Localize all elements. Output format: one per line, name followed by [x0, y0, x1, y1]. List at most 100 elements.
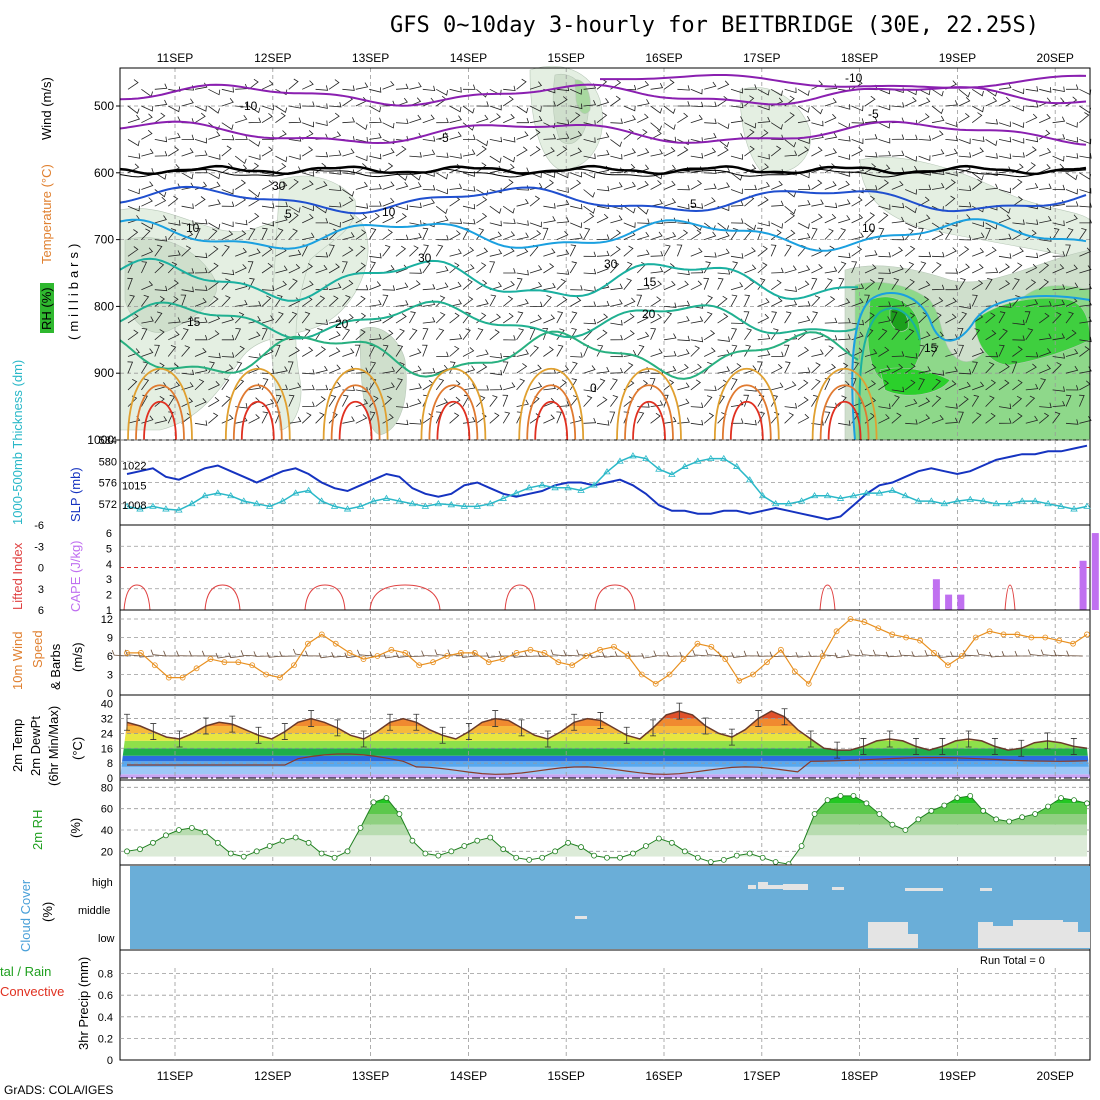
wind-barb [127, 246, 139, 257]
wind-barb [663, 180, 676, 190]
wind-barb [154, 215, 167, 224]
wind-barb [1025, 113, 1038, 124]
wind-barb [221, 378, 230, 391]
minmax-bar [781, 708, 788, 726]
wind-barb [516, 328, 525, 341]
wind-barb [154, 112, 166, 124]
wind-barb [1052, 411, 1061, 424]
wind-barb [985, 153, 998, 159]
wind-barb [918, 331, 931, 341]
wind-barb [194, 347, 207, 357]
wind-barb [181, 397, 194, 407]
wind-barb [838, 180, 850, 190]
wind-barb [208, 105, 220, 114]
wind-barb [690, 88, 703, 95]
wind-barb [650, 266, 664, 274]
top-date-label: 19SEP [939, 51, 976, 65]
wind-barb [208, 352, 221, 359]
wind-barb [234, 328, 242, 340]
wind-barb [395, 362, 405, 374]
wind-barb [1052, 220, 1065, 227]
wind-barb [583, 386, 596, 393]
wind-barb [717, 182, 730, 190]
thickness-line-point [1083, 502, 1091, 509]
minmax-bar [913, 738, 920, 755]
wind-barb [703, 412, 715, 424]
wind-barb [516, 220, 529, 226]
wind-barb [931, 230, 944, 240]
wind-barb [958, 246, 970, 257]
wind-barb [275, 228, 284, 240]
wind-barb [878, 379, 889, 391]
wind-barb [784, 381, 797, 391]
wind-barb [435, 328, 445, 341]
surface-barb [924, 649, 941, 657]
rh-line-point [811, 811, 818, 817]
surface-contour [819, 384, 870, 441]
rh-line-point [746, 850, 753, 857]
wind-barb [771, 297, 783, 307]
wind-barb [596, 420, 610, 426]
dewpoint-line [127, 753, 1088, 775]
wind-barb [462, 218, 476, 225]
wind-barb [556, 401, 570, 407]
wind-speed-point [1070, 640, 1076, 647]
wind-barb [181, 286, 194, 293]
wind-barb [596, 396, 608, 407]
wind-barb [194, 398, 207, 407]
rh-line-point [253, 848, 260, 855]
surface-barb [318, 652, 335, 659]
contour-label: 10 [186, 221, 200, 235]
wind-barb [811, 420, 824, 426]
rh-line-point [331, 854, 338, 861]
wind-barb [998, 263, 1010, 274]
surface-contour [436, 400, 471, 441]
wind-barb [235, 264, 247, 274]
surface-contour [713, 367, 780, 441]
wind-barb [154, 262, 165, 274]
wind-barb [476, 162, 487, 174]
rh-line-point [344, 848, 351, 855]
wind-barb [194, 218, 208, 225]
wind-barb [1038, 312, 1050, 324]
top-date-label: 15SEP [548, 51, 585, 65]
surface-barb [150, 649, 167, 657]
wind-barb [1039, 164, 1051, 174]
surface-contour [240, 400, 275, 441]
wind-barb [141, 222, 154, 230]
wind-barb [757, 104, 770, 111]
wind-speed-point [694, 640, 701, 647]
wind-barb [315, 205, 328, 214]
wind-barb [945, 313, 957, 324]
top-date-label: 17SEP [743, 51, 780, 65]
wind-barb [141, 261, 148, 274]
wind-barb [1025, 162, 1036, 174]
wind-barb [221, 145, 232, 157]
wind-barb [650, 280, 662, 291]
thickness-line-point [253, 499, 261, 507]
contour-label: 30 [418, 251, 432, 265]
thickness-line-point [733, 462, 741, 469]
wind-barb [154, 416, 168, 424]
wind-barb [382, 213, 395, 224]
wind-barb [127, 329, 139, 341]
wind-barb [489, 281, 502, 291]
wind-barb [784, 244, 792, 257]
cloud-label: Cloud Cover [18, 879, 33, 952]
wind-barb [1052, 400, 1066, 407]
wind-barb [998, 344, 1005, 357]
wind-barb [958, 97, 971, 107]
contour-zero [119, 164, 1087, 176]
wind-barb [489, 329, 500, 341]
wind-barb [851, 118, 865, 124]
surface-barb [1014, 650, 1031, 657]
wind-barb [502, 295, 514, 307]
wind-barb [838, 317, 851, 324]
thickness-line-point [979, 497, 987, 504]
wind-barb [127, 313, 139, 324]
wind-barb [382, 138, 395, 145]
wind-barb [623, 362, 634, 374]
wind-barb [784, 87, 797, 94]
rh-line-point [279, 837, 286, 844]
